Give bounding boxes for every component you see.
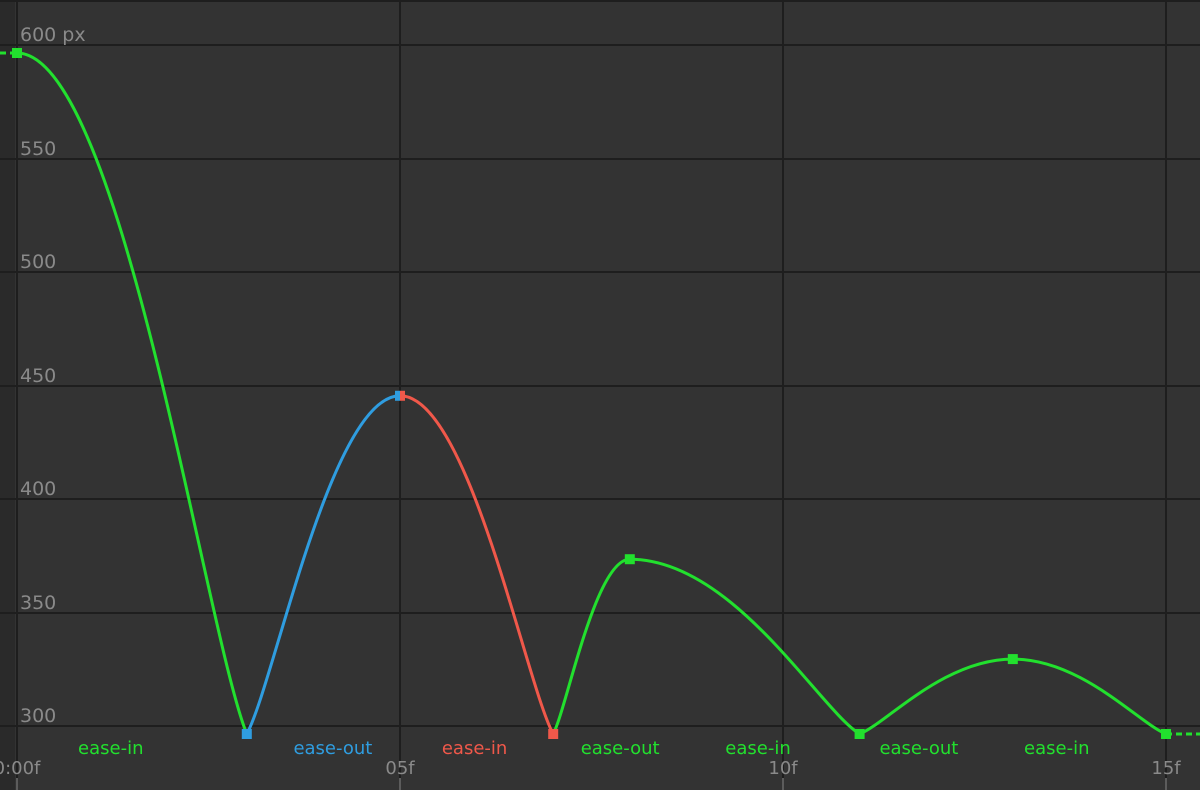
keyframe-handle[interactable] [1161, 729, 1171, 739]
keyframe-handle[interactable] [12, 48, 22, 58]
axis-ticks: 600 px 550 500 450 400 350 300 0:00f 05f 10f 15f [0, 24, 1181, 779]
segment-label-ease-out: ease-out [581, 738, 660, 759]
segment-label-ease-in: ease-in [78, 738, 143, 759]
segment-label-ease-out: ease-out [293, 738, 372, 759]
segment-label-ease-out: ease-out [879, 738, 958, 759]
y-tick-label: 350 [20, 592, 56, 614]
curve-segment-ease-out[interactable] [551, 557, 632, 736]
y-tick-label: 300 [20, 705, 56, 727]
x-tick-label: 10f [768, 758, 798, 779]
curve-segment-ease-in[interactable] [398, 394, 555, 736]
x-tick-label: 15f [1151, 758, 1181, 779]
keyframe-handle[interactable] [1007, 654, 1018, 665]
curve-segment-ease-in[interactable] [1011, 657, 1168, 736]
curve-segments[interactable] [0, 51, 1200, 736]
curve-segment-ease-out[interactable] [858, 657, 1015, 736]
keyframe-handle[interactable] [400, 390, 405, 401]
curve-segment-ease-out[interactable] [245, 394, 402, 736]
keyframe-handle[interactable] [624, 554, 635, 565]
curve-segment-ease-in[interactable] [628, 557, 862, 736]
segment-label-ease-in: ease-in [1024, 738, 1089, 759]
keyframe-handle[interactable] [548, 729, 559, 739]
keyframe-handle[interactable] [395, 390, 400, 401]
y-tick-label: 400 [20, 478, 56, 500]
x-tick-label: 05f [385, 758, 415, 779]
keyframes[interactable] [12, 48, 1171, 739]
left-gutter [0, 0, 15, 790]
y-tick-label: 600 px [20, 24, 86, 46]
curve-segment-ease-in[interactable] [15, 51, 249, 736]
segment-label-ease-in: ease-in [442, 738, 507, 759]
y-tick-label: 550 [20, 138, 56, 160]
segment-label-ease-in: ease-in [725, 738, 790, 759]
segment-labels: ease-in ease-out ease-in ease-out ease-in eas… [78, 738, 1089, 759]
y-tick-label: 500 [20, 251, 56, 273]
keyframe-handle[interactable] [241, 729, 252, 739]
x-tick-label: 0:00f [0, 758, 41, 779]
y-tick-label: 450 [20, 365, 56, 387]
keyframe-handle[interactable] [854, 729, 865, 739]
